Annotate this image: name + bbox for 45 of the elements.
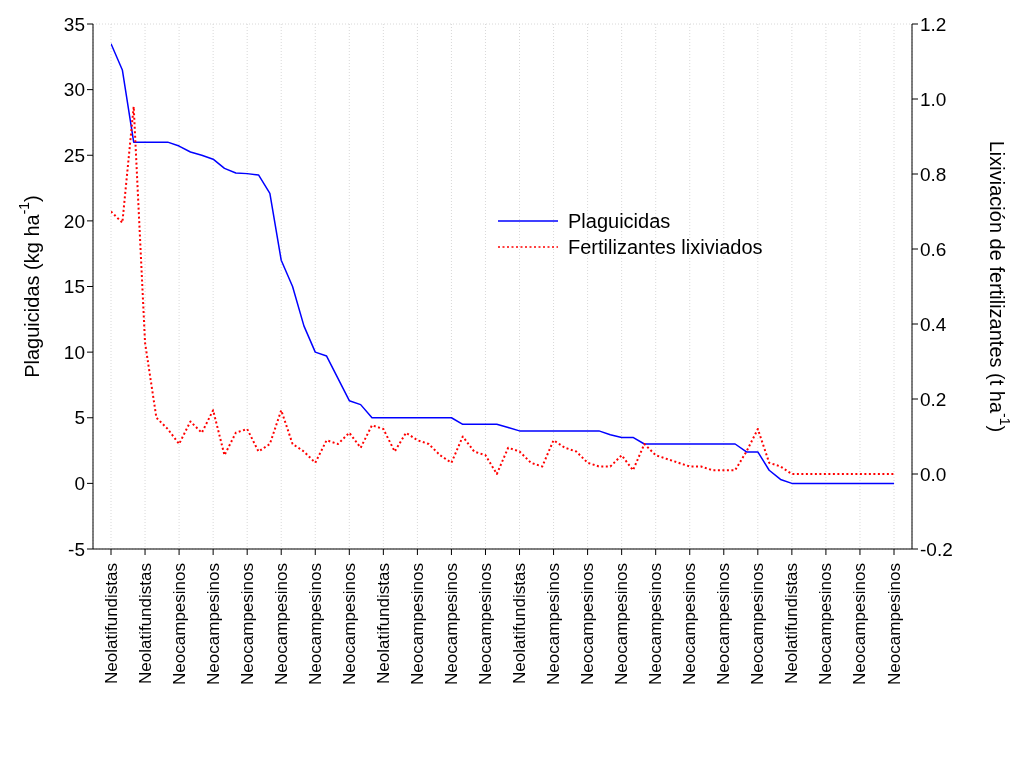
legend-label: Plaguicidas bbox=[568, 209, 671, 233]
x-tick-label: Neocampesinos bbox=[475, 563, 495, 685]
line-series bbox=[111, 105, 894, 475]
y-tick-label: 5 bbox=[74, 407, 85, 429]
y-tick-label: -5 bbox=[68, 538, 85, 560]
y2-tick-label: 1.2 bbox=[920, 13, 947, 35]
x-tick-label: Neocampesinos bbox=[305, 563, 325, 685]
y-tick-label: 35 bbox=[63, 13, 85, 35]
y-tick-label: 30 bbox=[63, 79, 85, 101]
x-tick-label: Neolatifundistas bbox=[373, 563, 393, 684]
y2-tick-label: 1.0 bbox=[920, 88, 947, 110]
x-tick-label: Neocampesinos bbox=[407, 563, 427, 685]
y-tick-label: 10 bbox=[63, 341, 85, 363]
y2-tick-label: 0.0 bbox=[920, 463, 947, 485]
x-tick-label: Neocampesinos bbox=[646, 563, 666, 685]
y-tick-label: 25 bbox=[63, 144, 85, 166]
x-tick-label: Neolatifundistas bbox=[101, 563, 121, 684]
y-tick-label: 20 bbox=[63, 210, 85, 232]
x-tick-label: Neocampesinos bbox=[237, 563, 257, 685]
x-tick-label: Neocampesinos bbox=[169, 563, 189, 685]
x-tick-label: Neocampesinos bbox=[850, 563, 870, 685]
y-tick-label: 0 bbox=[74, 473, 85, 495]
x-tick-label: Neocampesinos bbox=[748, 563, 768, 685]
y2-tick-label: 0.4 bbox=[920, 313, 947, 335]
y2-tick-label: -0.2 bbox=[920, 538, 953, 560]
legend-label: Fertilizantes lixiviados bbox=[568, 235, 763, 259]
y2-tick-label: 0.8 bbox=[920, 163, 947, 185]
y-tick-label: 15 bbox=[63, 276, 85, 298]
x-tick-label: Neocampesinos bbox=[203, 563, 223, 685]
x-tick-label: Neolatifundistas bbox=[782, 563, 802, 684]
x-tick-label: Neocampesinos bbox=[578, 563, 598, 685]
x-tick-label: Neolatifundistas bbox=[510, 563, 530, 684]
x-tick-label: Neocampesinos bbox=[271, 563, 291, 685]
x-tick-label: Neocampesinos bbox=[339, 563, 359, 685]
x-tick-label: Neocampesinos bbox=[714, 563, 734, 685]
x-tick-label: Neocampesinos bbox=[612, 563, 632, 685]
y2-tick-label: 0.6 bbox=[920, 238, 947, 260]
x-tick-label: Neocampesinos bbox=[884, 563, 904, 685]
x-tick-label: Neocampesinos bbox=[816, 563, 836, 685]
line-series bbox=[111, 42, 894, 485]
x-tick-label: Neocampesinos bbox=[544, 563, 564, 685]
x-tick-label: Neocampesinos bbox=[441, 563, 461, 685]
x-tick-label: Neocampesinos bbox=[680, 563, 700, 685]
y2-tick-label: 0.2 bbox=[920, 388, 947, 410]
x-tick-label: Neolatifundistas bbox=[135, 563, 155, 684]
